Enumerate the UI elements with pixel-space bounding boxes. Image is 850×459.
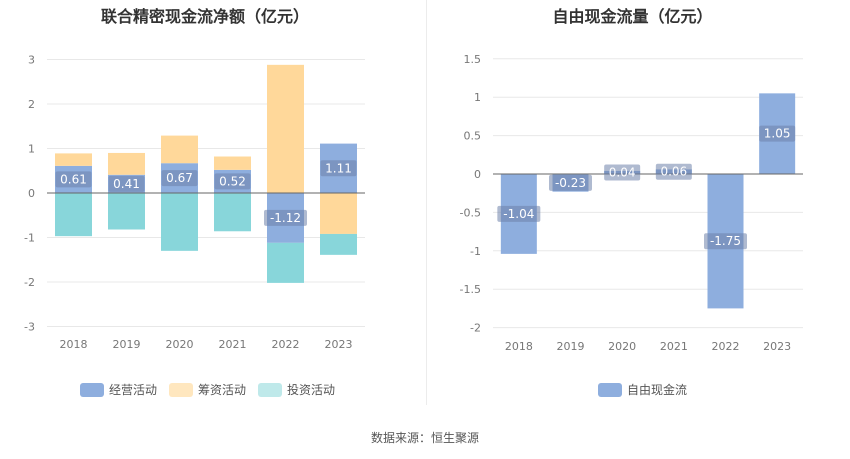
bar-investing: [161, 193, 198, 251]
y-tick-label: -1.5: [460, 283, 481, 296]
y-tick-label: -2: [24, 276, 35, 289]
cash-flow-chart: -3 -2 -1 0 1 2 3 2018 2019 2020 2021 2022 2023 0.61 0.…: [24, 54, 365, 351]
data-label-bg: [704, 233, 747, 250]
bar-financing: [320, 193, 357, 234]
bar-investing: [267, 242, 304, 283]
data-label: -1.75: [710, 234, 741, 248]
bar-financing: [108, 152, 145, 175]
chart-title-cash-flow: 联合精密现金流净额（亿元）: [100, 7, 309, 26]
data-label: 1.11: [325, 161, 352, 175]
y-tick-label: -1: [470, 245, 481, 258]
data-label: 0.61: [60, 172, 87, 186]
legend-swatch-investing: [258, 382, 283, 397]
data-label: -1.12: [270, 211, 301, 225]
legend-item-investing[interactable]: 投资活动: [258, 381, 335, 398]
legend-free-cash-flow[interactable]: 自由现金流: [598, 381, 699, 398]
x-tick-label: 2018: [60, 338, 88, 351]
x-tick-label: 2021: [660, 340, 688, 353]
x-tick-label: 2023: [325, 338, 353, 351]
data-label: -1.04: [503, 207, 534, 221]
legend-cash-flow[interactable]: 经营活动 筹资活动 投资活动: [80, 381, 347, 398]
data-source-note: 数据来源：恒生聚源: [370, 431, 479, 445]
y-tick-label: 1: [28, 143, 35, 156]
y-tick-label: 2: [28, 98, 35, 111]
x-tick-label: 2021: [219, 338, 247, 351]
data-label: -0.23: [555, 176, 586, 190]
data-label-bg: [161, 170, 198, 187]
x-tick-label: 2020: [166, 338, 194, 351]
legend-label-investing: 投资活动: [287, 383, 336, 397]
chart-title-free-cash-flow: 自由现金流量（亿元）: [552, 7, 713, 26]
bar-financing: [55, 153, 92, 166]
bar-financing: [214, 156, 251, 170]
bar-financing: [267, 64, 304, 193]
x-tick-label: 2019: [113, 338, 141, 351]
legend-item-financing[interactable]: 筹资活动: [169, 381, 246, 398]
x-tick-label: 2023: [763, 340, 791, 353]
y-tick-label: 0: [474, 168, 481, 181]
y-tick-label: 0.5: [464, 130, 482, 143]
data-label-bg: [214, 173, 251, 190]
legend-label-financing: 筹资活动: [198, 383, 247, 397]
data-label-bg: [759, 125, 796, 142]
legend-swatch-fcf: [598, 382, 622, 397]
y-tick-label: 1.5: [464, 53, 482, 66]
legend-label-operating: 经营活动: [109, 383, 158, 397]
data-label-bg: [604, 164, 641, 181]
data-label-bg: [655, 163, 692, 180]
y-tick-label: 3: [28, 54, 35, 67]
bar-investing: [108, 193, 145, 230]
y-tick-label: -2: [470, 322, 481, 335]
x-tick-label: 2022: [272, 338, 300, 351]
y-tick-label: 1: [474, 91, 481, 104]
legend-label-fcf: 自由现金流: [627, 383, 688, 397]
y-tick-label: -1: [24, 232, 35, 245]
data-label-bg: [497, 205, 541, 222]
bar-investing: [320, 233, 357, 255]
bar-investing: [55, 193, 92, 237]
legend-item-fcf[interactable]: 自由现金流: [598, 381, 687, 398]
y-tick-label: -0.5: [460, 206, 481, 219]
bar-financing: [161, 135, 198, 164]
x-tick-label: 2020: [608, 340, 636, 353]
data-label: 0.41: [113, 177, 140, 191]
legend-item-operating[interactable]: 经营活动: [80, 381, 157, 398]
data-label-bg: [320, 160, 357, 177]
data-label: 1.05: [764, 127, 791, 141]
x-tick-label: 2019: [557, 340, 585, 353]
data-label: 0.04: [609, 165, 636, 179]
y-tick-label: -3: [24, 321, 35, 334]
legend-swatch-operating: [80, 382, 104, 397]
data-label: 0.06: [660, 165, 687, 179]
data-label-bg: [549, 174, 592, 191]
x-tick-label: 2022: [712, 340, 740, 353]
x-tick-label: 2018: [505, 340, 533, 353]
data-label: 0.52: [219, 174, 246, 188]
y-tick-label: 0: [28, 187, 35, 200]
legend-swatch-financing: [169, 382, 194, 397]
data-label-bg: [55, 171, 92, 188]
data-label-bg: [108, 175, 145, 192]
bar-investing: [214, 193, 251, 232]
data-label-bg: [264, 209, 307, 226]
panel-divider: [426, 0, 427, 405]
free-cash-flow-chart: -2 -1.5 -1 -0.5 0 0.5 1 1.5 2018 2019 2020 2021 2022…: [460, 53, 803, 353]
data-label: 0.67: [166, 171, 193, 185]
